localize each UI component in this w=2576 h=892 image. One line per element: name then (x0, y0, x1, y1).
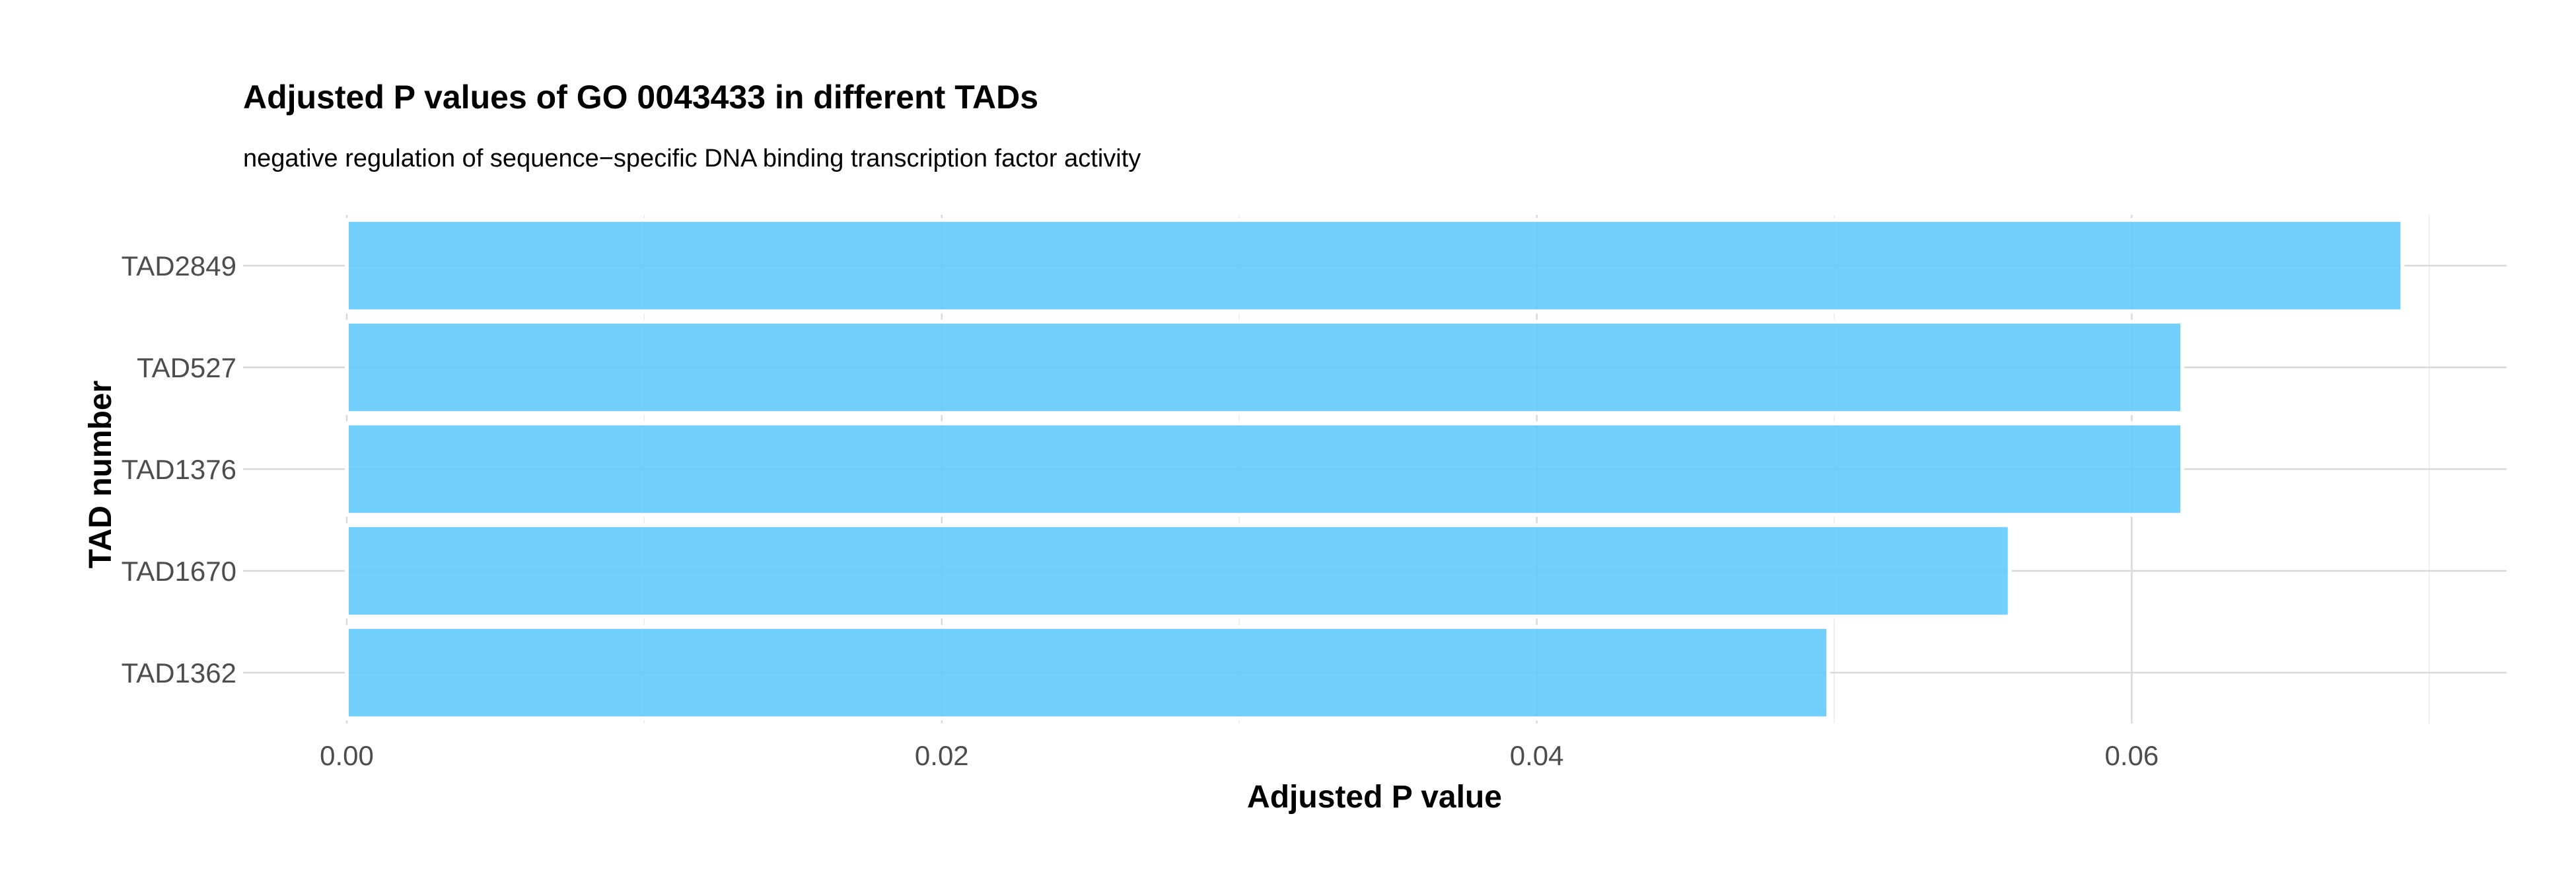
y-tick-labels: TAD2849 TAD527 TAD1376 TAD1670 TAD1362 (122, 250, 236, 688)
chart-title: Adjusted P values of GO 0043433 in diffe… (243, 79, 1038, 116)
x-tick-label: 0.00 (320, 740, 374, 771)
x-tick-label: 0.06 (2105, 740, 2159, 771)
y-tick-label: TAD1376 (122, 454, 236, 485)
bar-tad1670 (345, 523, 2012, 619)
chart-subtitle: negative regulation of sequence−specific… (243, 145, 1141, 172)
bars-group (345, 217, 2405, 721)
y-tick-label: TAD2849 (122, 250, 236, 281)
y-tick-label: TAD527 (137, 352, 236, 383)
x-tick-label: 0.02 (915, 740, 969, 771)
x-tick-label: 0.04 (1510, 740, 1564, 771)
bar-tad1362 (345, 624, 1830, 721)
bar-tad1376 (345, 421, 2184, 517)
bar-tad2849 (345, 217, 2405, 314)
bar-tad527 (345, 319, 2184, 416)
y-tick-label: TAD1670 (122, 556, 236, 587)
x-tick-labels: 0.00 0.02 0.04 0.06 (320, 740, 2159, 771)
y-tick-label: TAD1362 (122, 657, 236, 688)
x-axis-title: Adjusted P value (1247, 780, 1502, 815)
y-axis-title: TAD number (83, 381, 118, 568)
